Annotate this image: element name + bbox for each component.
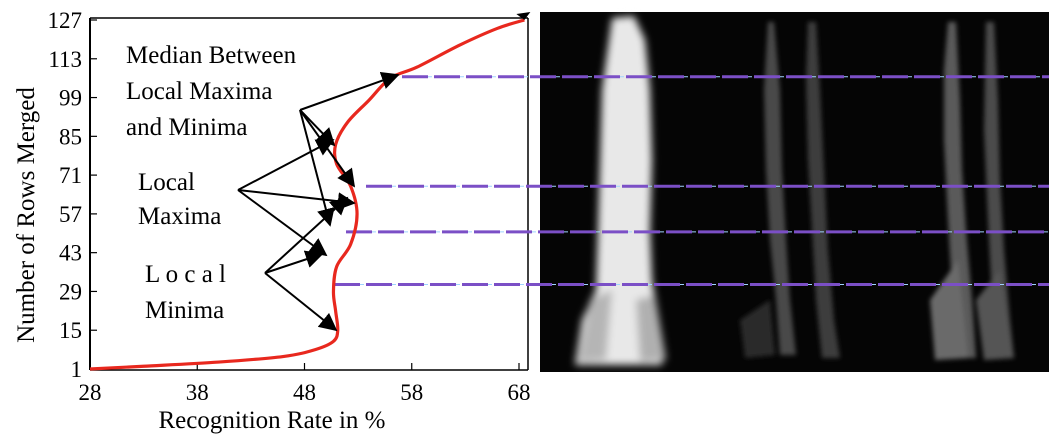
series-line-0: [89, 18, 525, 371]
y-tick-label-5: 71: [59, 163, 82, 188]
y-tick-label-1: 15: [59, 318, 82, 343]
x-axis-label: Recognition Rate in %: [158, 407, 385, 434]
annotation-arrow-2: [299, 109, 356, 188]
annotation-arrows: [237, 71, 400, 332]
silhouette-bright: [575, 16, 666, 365]
annotation-median-line-3: and Minima: [126, 114, 248, 141]
axis-ticks: 1 15 29 43 57 71 85 99 113 127 28 38 48 58 68: [48, 8, 531, 405]
x-tick-label-3: 58: [400, 380, 423, 405]
annotation-arrow-4: [237, 139, 335, 191]
annotation-arrow-3: [299, 109, 335, 227]
annotation-maxima-line-1: Local: [138, 169, 195, 196]
annotation-maxima: Local Maxima: [138, 169, 221, 230]
annotation-arrow-0: [299, 71, 400, 111]
x-tick-label-0: 28: [79, 380, 102, 405]
y-tick-label-8: 113: [48, 47, 82, 72]
y-tick-label-7: 99: [59, 86, 82, 111]
x-tick-label-4: 68: [508, 380, 531, 405]
data-series: [89, 12, 531, 371]
annotation-minima-line-2: Minima: [145, 297, 224, 324]
y-tick-label-6: 85: [59, 124, 82, 149]
series-end-arrow-0: [516, 12, 531, 20]
y-tick-label-2: 29: [59, 279, 82, 304]
annotation-arrow-9: [264, 272, 338, 332]
reference-lines: [334, 75, 1049, 287]
y-tick-label-3: 43: [59, 241, 82, 266]
annotation-median: Median Between Local Maxima and Minima: [126, 42, 302, 141]
annotation-median-line-1: Median Between: [126, 42, 297, 69]
annotation-minima: L o c a l Minima: [145, 261, 232, 324]
y-tick-label-4: 57: [59, 202, 82, 227]
annotation-median-line-2: Local Maxima: [126, 78, 272, 105]
x-tick-label-2: 48: [293, 380, 316, 405]
silhouette-image: [540, 12, 1049, 372]
y-tick-label-0: 1: [71, 357, 83, 382]
x-tick-label-1: 38: [186, 380, 209, 405]
y-tick-label-9: 127: [48, 8, 83, 33]
annotation-minima-line-1: L o c a l: [145, 261, 226, 288]
annotation-arrow-7: [264, 196, 349, 274]
y-axis-label: Number of Rows Merged: [13, 87, 40, 343]
annotation-arrow-8: [264, 250, 324, 274]
annotation-arrow-5: [237, 189, 356, 211]
annotation-maxima-line-2: Maxima: [138, 203, 221, 230]
silhouette-middle: [740, 22, 840, 358]
annotation-arrow-6: [237, 189, 328, 257]
